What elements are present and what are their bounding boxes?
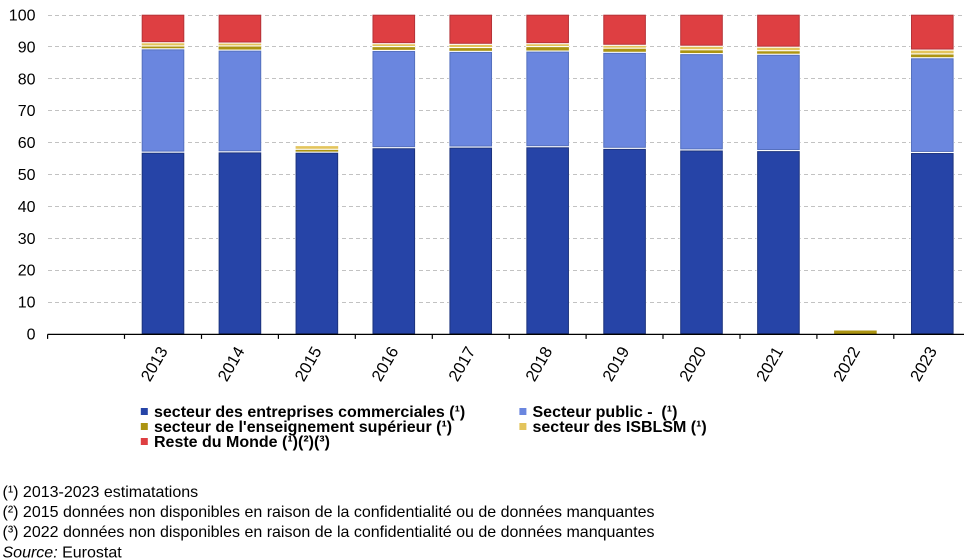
svg-text:Secteur public - (¹): Secteur public - (¹): [533, 404, 678, 421]
svg-text:60: 60: [18, 135, 36, 152]
svg-text:20: 20: [18, 263, 36, 280]
svg-text:secteur de l'enseignement supé: secteur de l'enseignement supérieur (¹): [154, 419, 452, 436]
svg-text:(³) 2022 données non disponibl: (³) 2022 données non disponibles en rais…: [3, 524, 655, 541]
svg-text:(²) 2015 données non disponibl: (²) 2015 données non disponibles en rais…: [3, 504, 655, 521]
svg-text:40: 40: [18, 199, 36, 216]
svg-text:secteur des ISBLSM (¹): secteur des ISBLSM (¹): [533, 419, 707, 436]
svg-text:10: 10: [18, 295, 36, 312]
svg-text:100: 100: [9, 8, 36, 25]
svg-text:Reste du Monde (¹)(²)(³): Reste du Monde (¹)(²)(³): [154, 434, 330, 451]
svg-text:80: 80: [18, 71, 36, 88]
svg-text:70: 70: [18, 103, 36, 120]
svg-text:90: 90: [18, 39, 36, 56]
svg-text:50: 50: [18, 167, 36, 184]
svg-text:(¹) 2013-2023 estimatations: (¹) 2013-2023 estimatations: [3, 484, 199, 501]
svg-text:secteur des entreprises commer: secteur des entreprises commerciales (¹): [154, 404, 465, 421]
svg-text:30: 30: [18, 231, 36, 248]
svg-text:Source: Eurostat: Source: Eurostat: [3, 544, 123, 560]
svg-text:0: 0: [27, 327, 36, 344]
